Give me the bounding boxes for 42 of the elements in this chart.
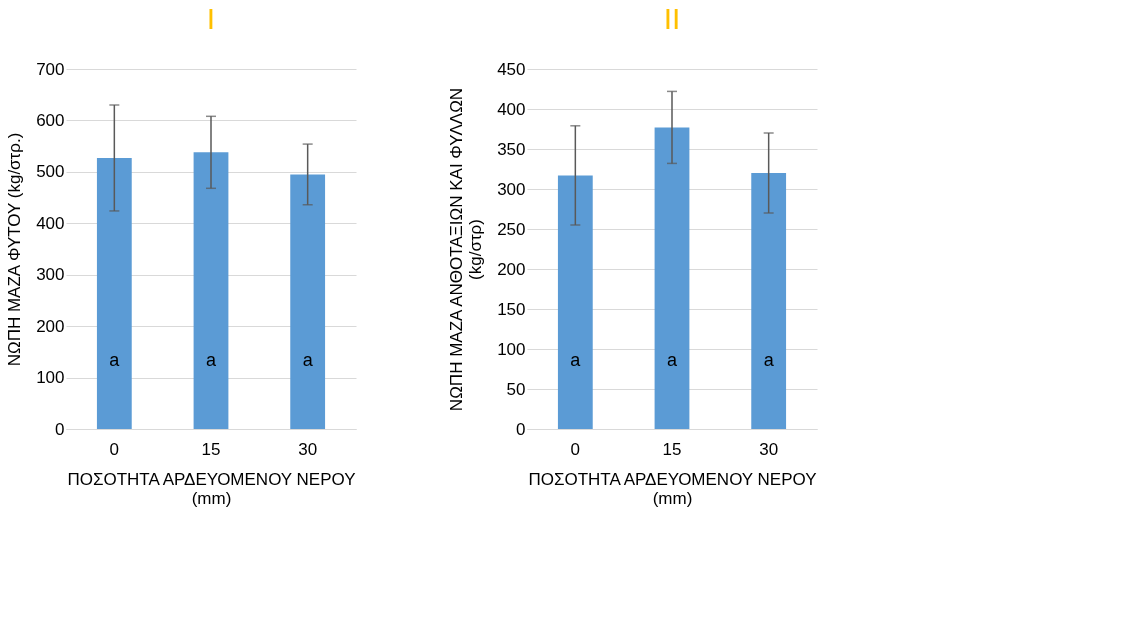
annotation: a [763, 350, 775, 370]
x-tick-label: 30 [759, 439, 779, 459]
y-tick-label: 400 [36, 213, 65, 233]
bar [290, 174, 326, 429]
y-tick-label: 400 [497, 99, 526, 119]
chart-title: I [206, 2, 216, 35]
y-tick-label: 0 [516, 419, 526, 439]
x-tick-label: 30 [298, 439, 318, 459]
y-tick-label: 100 [497, 339, 526, 359]
y-tick-label: 700 [36, 59, 65, 79]
bar [96, 157, 132, 429]
y-tick-label: 450 [497, 59, 526, 79]
bar [193, 152, 229, 429]
x-axis-title: ΠΟΣΟΤΗΤΑ ΑΡΔΕΥΟΜΕΝΟΥ ΝΕΡΟΥ (mm) [528, 469, 817, 508]
bar [654, 127, 690, 429]
y-tick-label: 300 [36, 265, 65, 285]
y-tick-label: 600 [36, 110, 65, 130]
y-tick-label: 50 [506, 379, 526, 399]
bar [751, 173, 787, 429]
y-tick-label: 100 [36, 368, 65, 388]
annotation: a [570, 350, 582, 370]
annotation: a [109, 350, 121, 370]
bar [557, 175, 593, 429]
x-tick-label: 15 [201, 439, 221, 459]
y-tick-label: 200 [497, 259, 526, 279]
y-tick-label: 250 [497, 219, 526, 239]
x-tick-label: 0 [109, 439, 120, 459]
y-axis-title: ΝΩΠΗ ΜΑΖΑ ΦΥΤΟΥ (kg/στρ.) [5, 132, 25, 367]
x-tick-label: 15 [662, 439, 682, 459]
y-tick-label: 350 [497, 139, 526, 159]
y-tick-label: 150 [497, 299, 526, 319]
x-tick-label: 0 [570, 439, 581, 459]
x-axis-title: ΠΟΣΟΤΗΤΑ ΑΡΔΕΥΟΜΕΝΟΥ ΝΕΡΟΥ (mm) [67, 469, 356, 508]
annotation: a [666, 350, 678, 370]
y-tick-label: 300 [497, 179, 526, 199]
annotation: a [302, 350, 314, 370]
y-tick-label: 500 [36, 162, 65, 182]
y-tick-label: 200 [36, 316, 65, 336]
y-tick-label: 0 [55, 419, 65, 439]
y-axis-title: ΝΩΠΗ ΜΑΖΑ ΑΝΘΟΤΑΞΙΩΝ ΚΑΙ ΦΥΛΛΩΝ (kg/στρ) [447, 87, 486, 412]
chart-title: II [663, 2, 681, 35]
annotation: a [205, 350, 217, 370]
